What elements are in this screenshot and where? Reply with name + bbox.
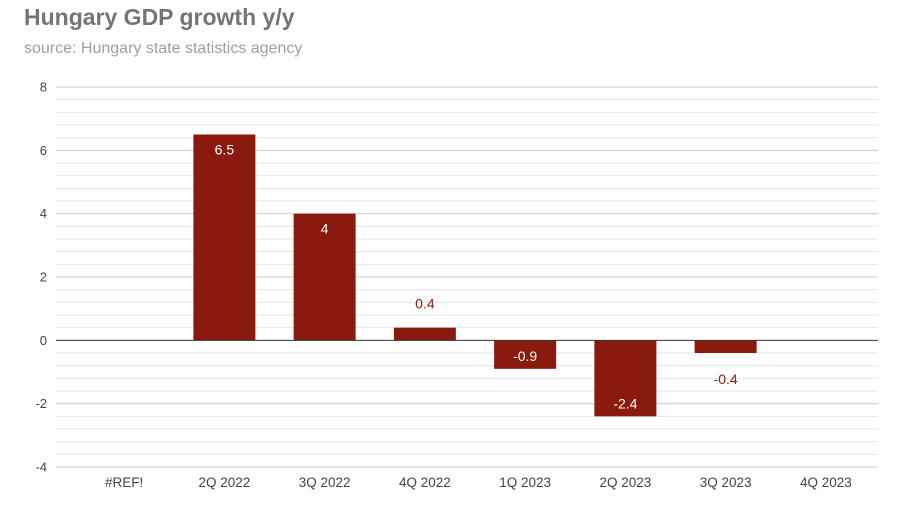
data-label: 4 [321, 221, 329, 237]
x-tick-label: 3Q 2023 [700, 475, 752, 490]
chart-subtitle: source: Hungary state statistics agency [24, 40, 303, 57]
bar [393, 327, 456, 341]
y-tick-label: 4 [40, 206, 47, 221]
y-axis: 8 6 4 2 0 -2 -4 [35, 80, 47, 475]
data-label: -0.9 [513, 348, 537, 364]
y-tick-label: 8 [40, 80, 47, 95]
data-label: 0.4 [415, 296, 435, 312]
y-tick-label: 6 [40, 143, 47, 158]
y-tick-label: -2 [35, 396, 47, 411]
x-tick-label: 2Q 2022 [198, 475, 250, 490]
chart-title: Hungary GDP growth y/y [24, 4, 295, 30]
x-tick-label: 4Q 2023 [800, 475, 852, 490]
grid-lines [56, 86, 878, 468]
x-tick-label: #REF! [105, 475, 143, 490]
bar [193, 134, 256, 341]
bar [694, 340, 757, 353]
y-tick-label: -4 [35, 460, 47, 475]
x-tick-label: 2Q 2023 [599, 475, 651, 490]
bars [193, 134, 757, 417]
data-label: -0.4 [714, 371, 738, 387]
y-tick-label: 2 [40, 270, 47, 285]
x-tick-label: 4Q 2022 [399, 475, 451, 490]
y-tick-label: 0 [40, 333, 47, 348]
x-tick-label: 3Q 2022 [299, 475, 351, 490]
bar [293, 213, 356, 341]
data-label: -2.4 [613, 395, 637, 411]
data-label: 6.5 [215, 142, 235, 158]
x-tick-label: 1Q 2023 [499, 475, 551, 490]
bar [494, 340, 557, 369]
data-labels: 6.5 4 0.4 -0.9 -2.4 -0.4 [215, 142, 738, 412]
bar [594, 340, 657, 417]
x-axis: #REF! 2Q 2022 3Q 2022 4Q 2022 1Q 2023 2Q 2023… [105, 475, 852, 490]
